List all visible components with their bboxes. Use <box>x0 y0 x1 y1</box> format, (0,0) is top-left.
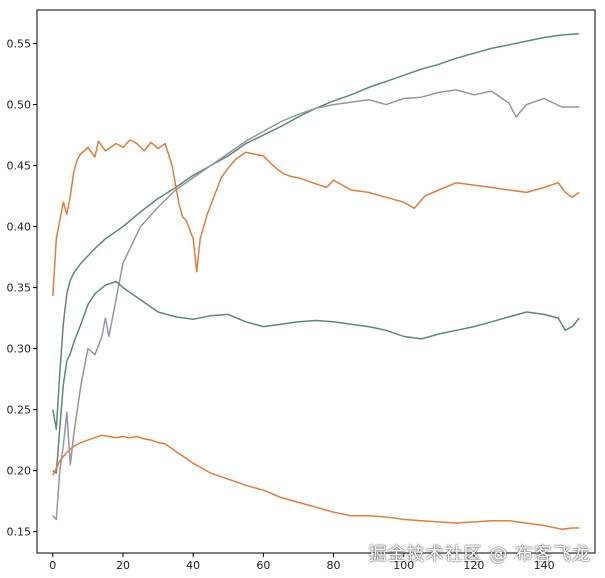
x-tick-label: 80 <box>327 559 341 572</box>
x-tick-label: 60 <box>256 559 270 572</box>
series-line-5 <box>52 434 580 530</box>
x-tick-label: 140 <box>534 559 555 572</box>
y-tick-label: 0.30 <box>7 343 32 356</box>
y-tick-label: 0.40 <box>7 221 32 234</box>
series-line-2 <box>52 89 580 521</box>
y-tick-label: 0.45 <box>7 160 32 173</box>
series-line-3 <box>52 139 580 297</box>
y-axis: 0.15 0.20 0.25 0.30 0.35 0.40 0.45 0.50 0.55 <box>7 38 37 539</box>
series-line-4 <box>52 280 580 474</box>
x-tick-label: 0 <box>49 559 56 572</box>
x-tick-label: 20 <box>116 559 130 572</box>
x-axis: 0 20 40 60 80 100 120 140 <box>49 553 555 572</box>
watermark: 掘金技术社区 @ 布客飞龙 <box>368 544 591 565</box>
series-layer <box>52 33 580 530</box>
x-tick-label: 100 <box>393 559 414 572</box>
y-tick-label: 0.15 <box>7 526 32 539</box>
y-tick-label: 0.55 <box>7 38 32 51</box>
y-tick-label: 0.20 <box>7 465 32 478</box>
y-tick-label: 0.35 <box>7 282 32 295</box>
series-line-1 <box>52 33 580 430</box>
x-tick-label: 40 <box>186 559 200 572</box>
x-tick-label: 120 <box>463 559 484 572</box>
y-tick-label: 0.25 <box>7 404 32 417</box>
plot-background <box>36 9 596 554</box>
y-tick-label: 0.50 <box>7 99 32 112</box>
